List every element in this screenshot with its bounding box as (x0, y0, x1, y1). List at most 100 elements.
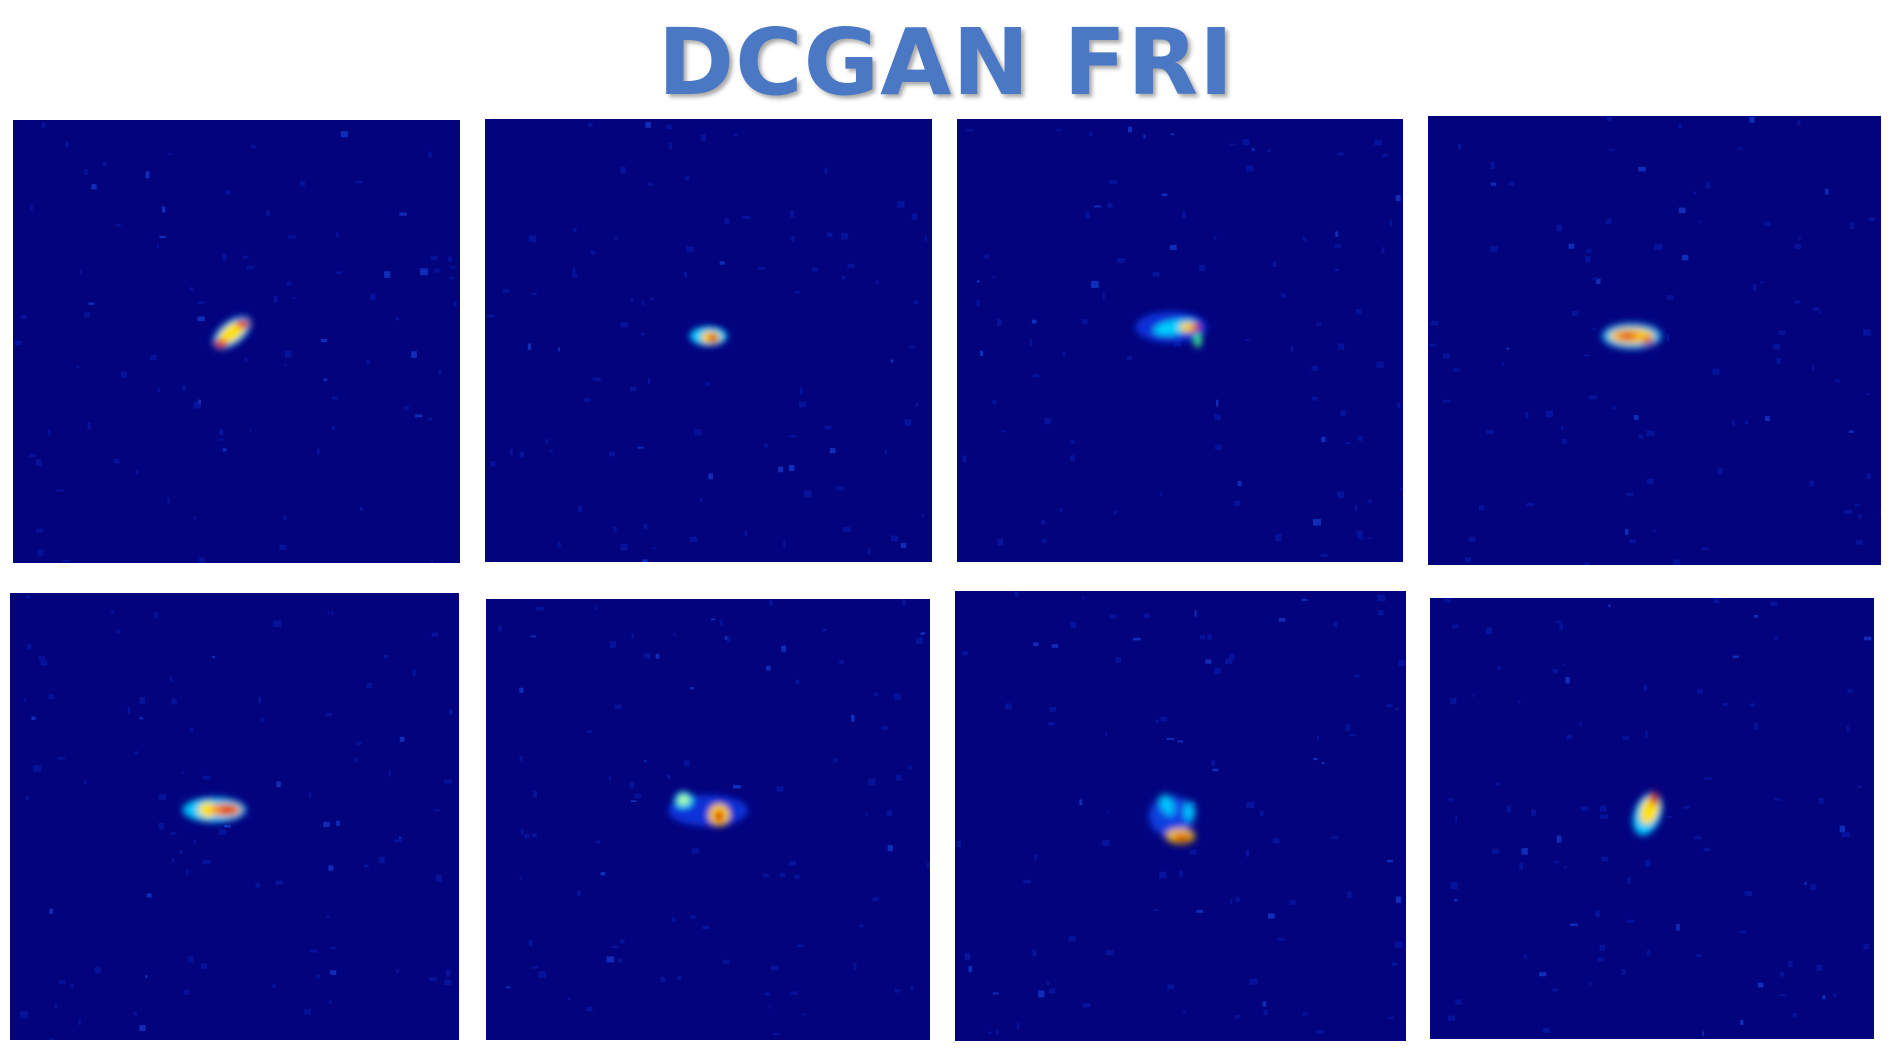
noise-speck (1581, 806, 1589, 811)
noise-speck (733, 133, 738, 137)
noise-speck (189, 287, 194, 291)
noise-speck (1386, 704, 1393, 708)
heatmap-2 (486, 122, 927, 562)
noise-speck (1589, 982, 1592, 986)
noise-speck (924, 236, 927, 241)
noise-speck (1712, 368, 1720, 375)
noise-speck (181, 771, 184, 774)
noise-speck (1693, 191, 1697, 195)
noise-speck (1048, 988, 1056, 994)
noise-speck (1062, 351, 1066, 356)
noise-speck (609, 641, 616, 649)
noise-speck (996, 319, 1002, 327)
noise-speck (246, 265, 254, 270)
noise-speck (94, 967, 101, 974)
noise-speck (1234, 1015, 1240, 1019)
noise-speck (620, 322, 629, 328)
noise-speck (1797, 119, 1801, 126)
noise-speck (641, 300, 645, 305)
noise-speck (217, 438, 225, 441)
noise-speck (179, 850, 183, 854)
noise-speck (222, 448, 227, 452)
noise-speck (1495, 782, 1500, 786)
noise-speck (545, 439, 549, 444)
noise-speck (1169, 244, 1177, 250)
noise-speck (1387, 859, 1393, 863)
noise-speck (38, 655, 45, 661)
noise-speck (788, 435, 796, 438)
noise-speck (1858, 514, 1862, 519)
noise-speck (1032, 374, 1040, 378)
noise-speck (193, 840, 196, 845)
noise-speck (1153, 908, 1159, 911)
noise-speck (1846, 725, 1849, 732)
noise-speck (1749, 116, 1755, 123)
noise-speck (902, 599, 906, 606)
noise-speck (1396, 402, 1401, 408)
noise-speck (1029, 338, 1032, 346)
noise-speck (328, 1000, 332, 1004)
noise-speck (283, 515, 287, 520)
noise-speck (1382, 154, 1388, 158)
noise-speck (427, 151, 432, 158)
noise-speck (1367, 537, 1373, 540)
noise-speck (530, 635, 536, 638)
noise-speck (1281, 292, 1286, 298)
noise-speck (1595, 278, 1601, 285)
noise-speck (822, 628, 827, 632)
noise-speck (1357, 436, 1364, 441)
noise-speck (630, 298, 633, 303)
noise-speck (1601, 856, 1608, 862)
noise-speck (272, 984, 276, 988)
noise-speck (1212, 768, 1219, 772)
noise-speck (65, 141, 69, 148)
noise-speck (1643, 684, 1648, 691)
noise-speck (519, 877, 522, 880)
noise-speck (1566, 735, 1572, 740)
noise-speck (1754, 723, 1758, 730)
noise-speck (1857, 785, 1862, 788)
noise-speck (1242, 138, 1250, 145)
noise-speck (1776, 358, 1782, 364)
noise-speck (1337, 491, 1345, 499)
noise-speck (1047, 981, 1050, 986)
noise-speck (647, 377, 651, 385)
noise-speck (1251, 148, 1255, 151)
generated-image-6 (486, 599, 930, 1040)
noise-speck (1810, 884, 1816, 891)
noise-speck (1562, 664, 1565, 667)
noise-speck (310, 949, 318, 953)
background-noise (956, 591, 1406, 1035)
noise-speck (1249, 978, 1258, 985)
noise-speck (284, 350, 292, 358)
noise-speck (1812, 364, 1815, 371)
noise-speck (1276, 938, 1285, 941)
noise-speck (1608, 604, 1611, 608)
background-noise (14, 122, 457, 563)
noise-speck (901, 542, 907, 548)
noise-speck (23, 698, 27, 702)
noise-speck (1229, 143, 1235, 146)
noise-speck (159, 235, 166, 239)
noise-speck (1450, 697, 1457, 705)
noise-speck (399, 212, 407, 216)
noise-speck (1759, 281, 1764, 284)
noise-speck (572, 273, 578, 278)
noise-speck (1809, 480, 1814, 487)
noise-speck (876, 280, 879, 285)
noise-speck (1723, 703, 1728, 707)
noise-speck (1311, 365, 1319, 371)
noise-speck (304, 1009, 311, 1015)
noise-speck (701, 134, 706, 142)
noise-speck (781, 645, 787, 652)
noise-speck (1613, 405, 1616, 410)
noise-speck (431, 255, 438, 261)
noise-speck (1267, 913, 1275, 919)
noise-speck (19, 1011, 28, 1019)
noise-speck (20, 314, 27, 320)
noise-speck (778, 466, 784, 473)
noise-speck (1764, 221, 1772, 226)
noise-speck (1778, 330, 1786, 335)
noise-speck (1259, 810, 1264, 817)
heatmap-7 (956, 591, 1406, 1035)
